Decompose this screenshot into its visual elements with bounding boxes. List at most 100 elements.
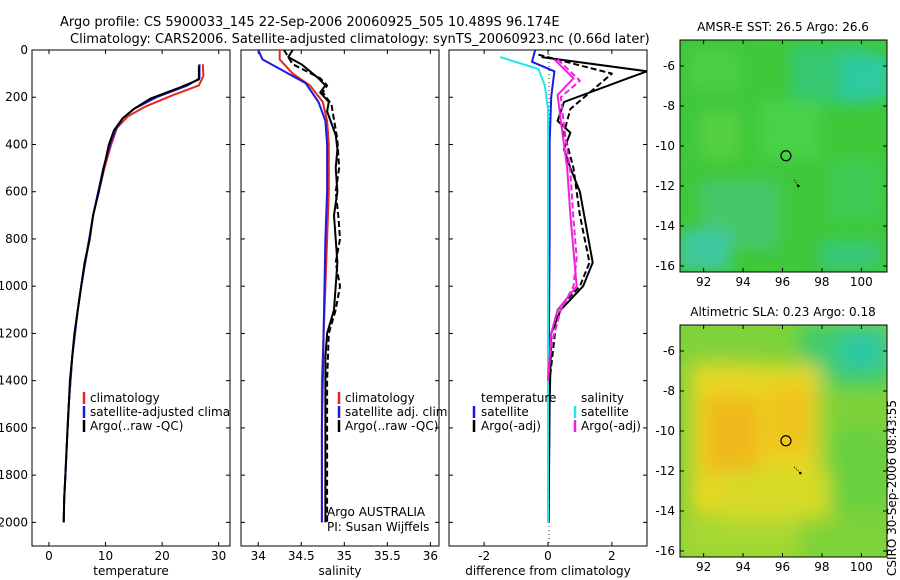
header-line-1: Argo profile: CS 5900033_145 22-Sep-2006…	[60, 15, 560, 30]
map-x-tick-label: 100	[850, 560, 873, 574]
annotation-argo-australia: Argo AUSTRALIA	[327, 505, 426, 519]
x-tick-label: 34	[251, 549, 266, 563]
map-x-tick-label: 94	[735, 560, 750, 574]
x-tick-label: 30	[211, 549, 226, 563]
sla-map-panel: Altimetric SLA: 0.23 Argo: 0.18 92 94 96 98…	[655, 305, 888, 574]
series-line-satellite-adj-clim-	[257, 50, 329, 523]
map-y-tick-label: -16	[655, 544, 675, 558]
sla-map-title: Altimetric SLA: 0.23 Argo: 0.18	[690, 305, 875, 319]
y-tick-label: 1000	[0, 279, 28, 293]
map-x-tick-label: 92	[696, 275, 711, 289]
legend-label-climatology: climatology	[90, 391, 160, 405]
sst-map-ticks: 92 94 96 98 100 -6 -8 -10 -12 -14 -16	[655, 40, 887, 289]
sst-heatmap-field	[680, 40, 887, 272]
difference-lines	[499, 50, 647, 523]
sst-map-marks	[780, 150, 800, 188]
sst-map-title: AMSR-E SST: 26.5 Argo: 26.6	[697, 20, 869, 34]
x-tick-label: 0	[45, 549, 53, 563]
temperature-panel: 0 10 20 30 0 200 400 600 800 1000 1200 1400 1600 1800…	[0, 43, 268, 578]
map-y-tick-label: -8	[663, 384, 675, 398]
map-x-tick-label: 98	[814, 560, 829, 574]
map-y-tick-label: -8	[663, 99, 675, 113]
salinity-axes-frame	[240, 49, 440, 547]
series-line-salinity-satellite	[499, 56, 549, 523]
legend-label-argo: Argo(..raw -QC)	[345, 419, 438, 433]
temperature-lines	[62, 64, 205, 523]
salinity-ticks: 34 34.5 35 35.5 36	[241, 49, 439, 563]
map-y-tick-label: -16	[655, 259, 675, 273]
y-tick-label: 1400	[0, 374, 28, 388]
series-line-argo-raw-qc-	[287, 50, 339, 523]
header-line-2: Climatology: CARS2006. Satellite-adjuste…	[70, 32, 650, 47]
map-x-tick-label: 96	[775, 560, 790, 574]
salinity-x-label: salinity	[318, 564, 361, 578]
profile-location-marker	[780, 435, 792, 447]
legend-label-sal-satellite: satellite	[581, 405, 629, 419]
map-y-tick-label: -10	[655, 424, 675, 438]
annotation-pi-name: PI: Susan Wijffels	[327, 520, 429, 534]
y-tick-label: 400	[5, 137, 28, 151]
temperature-legend: climatology satellite-adjusted climatolo…	[82, 391, 268, 433]
series-line-argo-raw-qc-dashed	[283, 50, 341, 523]
series-line-argo-raw-qc-	[62, 65, 200, 523]
profile-location-marker	[780, 150, 792, 162]
x-tick-label: 35	[337, 549, 352, 563]
legend-label-satellite-adj: satellite adj. clim.	[345, 405, 451, 419]
legend-label-sal-argo: Argo(-adj)	[581, 419, 641, 433]
y-tick-label: 800	[5, 232, 28, 246]
x-tick-label: 10	[98, 549, 113, 563]
legend-label-temp-satellite: satellite	[481, 405, 529, 419]
x-tick-label: 35.5	[374, 549, 401, 563]
y-tick-label: 200	[5, 90, 28, 104]
difference-x-label: difference from climatology	[465, 564, 631, 578]
legend-label-climatology: climatology	[345, 391, 415, 405]
x-tick-label: 20	[154, 549, 169, 563]
map-x-tick-label: 96	[775, 275, 790, 289]
difference-panel: -2 0 2 difference from climatology satelli…	[448, 49, 648, 578]
salinity-legend: climatology satellite adj. clim. Argo(..…	[337, 391, 451, 433]
map-y-tick-label: -12	[655, 179, 675, 193]
y-tick-label: 1600	[0, 421, 28, 435]
legend-label-satellite-adjusted: satellite-adjusted climatology	[90, 405, 268, 419]
float-track-point	[798, 471, 802, 475]
y-tick-label: 600	[5, 185, 28, 199]
sla-map-ticks: 92 94 96 98 100 -6 -8 -10 -12 -14 -16	[655, 325, 887, 574]
series-line-salinity-argo-adj-	[547, 58, 578, 381]
credit-timestamp: CSIRO 30-Sep-2006 08:43:55	[885, 400, 899, 576]
difference-legend: satellite temperature satellite Argo(-ad…	[472, 391, 641, 433]
sla-map-marks	[780, 435, 802, 475]
y-tick-label: 1800	[0, 468, 28, 482]
y-tick-label: 0	[20, 43, 28, 57]
temperature-x-label: temperature	[93, 564, 168, 578]
legend-label-temp-argo: Argo(-adj)	[481, 419, 541, 433]
map-y-tick-label: -6	[663, 344, 675, 358]
legend-label-argo: Argo(..raw -QC)	[90, 419, 183, 433]
temperature-ticks: 0 10 20 30 0 200 400 600 800 1000 1200 1400 1600 1800…	[0, 43, 230, 563]
sst-map-panel: AMSR-E SST: 26.5 Argo: 26.6 92 94 96 98 100 -…	[655, 20, 888, 289]
salinity-lines	[257, 50, 341, 523]
temperature-axes-frame	[31, 49, 231, 547]
x-tick-label: 36	[423, 549, 438, 563]
map-x-tick-label: 92	[696, 560, 711, 574]
map-y-tick-label: -10	[655, 139, 675, 153]
y-tick-label: 2000	[0, 515, 28, 529]
legend-heading-temperature: temperature	[481, 391, 556, 405]
x-tick-label: 2	[608, 549, 616, 563]
float-track-point	[796, 184, 800, 188]
y-tick-label: 1200	[0, 326, 28, 340]
sla-map-frame	[679, 324, 888, 558]
map-y-tick-label: -12	[655, 464, 675, 478]
x-tick-label: 0	[544, 549, 552, 563]
map-y-tick-label: -14	[655, 504, 675, 518]
sst-map-frame	[679, 39, 888, 273]
x-tick-label: -2	[478, 549, 490, 563]
sla-heatmap-field	[680, 325, 887, 557]
map-x-tick-label: 98	[814, 275, 829, 289]
series-line-salinity-argo-adj-dashed	[547, 58, 581, 381]
salinity-panel: 34 34.5 35 35.5 36 salinity climatology sate…	[240, 49, 451, 578]
map-x-tick-label: 100	[850, 275, 873, 289]
map-y-tick-label: -6	[663, 59, 675, 73]
difference-ticks: -2 0 2	[449, 49, 647, 563]
map-x-tick-label: 94	[735, 275, 750, 289]
